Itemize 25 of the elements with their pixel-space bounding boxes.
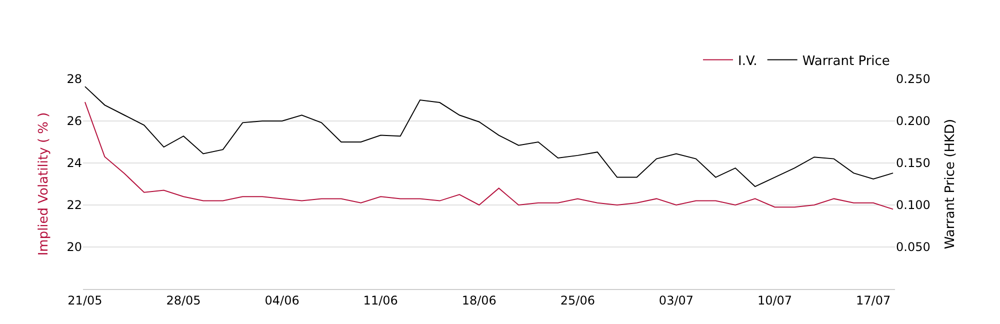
x-tick-label: 28/05 — [166, 293, 201, 308]
y2-tick-label: 0.050 — [896, 240, 930, 254]
legend-label: I.V. — [738, 54, 758, 69]
y2-tick-label: 0.250 — [896, 72, 930, 86]
y2-axis-title: Warrant Price (HKD) — [942, 118, 958, 250]
x-tick-label: 04/06 — [264, 293, 300, 308]
x-tick-label: 17/07 — [856, 293, 891, 308]
legend-label: Warrant Price — [802, 54, 890, 69]
x-tick-label: 03/07 — [658, 293, 694, 308]
line-series — [84, 102, 894, 210]
y2-tick-label: 0.150 — [896, 156, 930, 170]
y2-tick-label: 0.200 — [896, 114, 930, 128]
y-tick-label: 20 — [66, 240, 82, 254]
y-tick-label: 22 — [66, 198, 82, 212]
y2-tick-label: 0.100 — [896, 198, 930, 212]
x-tick-label: 21/05 — [68, 293, 102, 308]
x-tick-label: 10/07 — [757, 293, 792, 308]
x-tick-label: 11/06 — [363, 293, 398, 308]
x-tick-label: 25/06 — [560, 293, 595, 308]
y-tick-label: 24 — [66, 156, 82, 170]
x-tick-label: 18/06 — [462, 293, 496, 308]
y-tick-label: 28 — [66, 72, 82, 86]
y-axis-title: Implied Volatility ( % ) — [36, 112, 52, 256]
y-tick-label: 26 — [66, 114, 82, 128]
line-series — [84, 86, 894, 188]
